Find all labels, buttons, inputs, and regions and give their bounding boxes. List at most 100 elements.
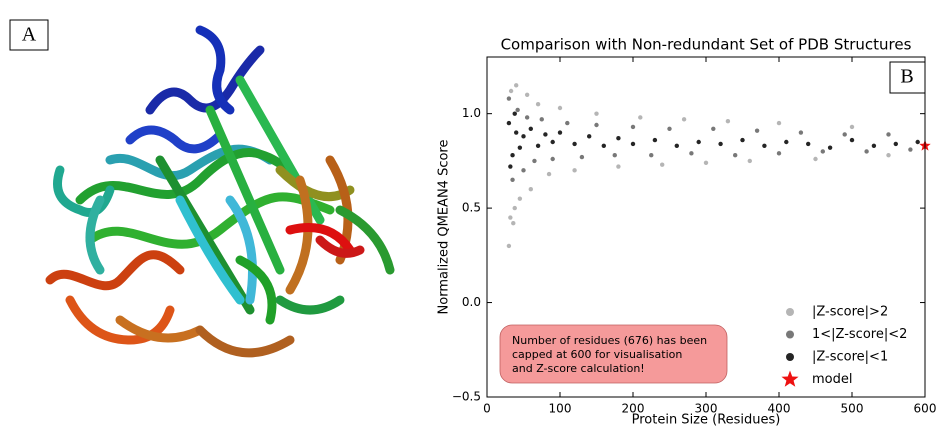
- point: [512, 111, 517, 116]
- point: [579, 154, 585, 160]
- point: [517, 145, 523, 150]
- point: [689, 151, 694, 156]
- chart-title: Comparison with Non-redundant Set of PDB…: [501, 36, 912, 54]
- point: [557, 130, 563, 135]
- point: [510, 153, 515, 158]
- point: [539, 117, 544, 122]
- point: [893, 141, 898, 147]
- point: [514, 83, 519, 88]
- point: [681, 117, 687, 122]
- legend-marker: [786, 330, 794, 339]
- point: [871, 143, 877, 148]
- point: [674, 143, 679, 148]
- point: [784, 139, 789, 145]
- point: [594, 111, 599, 116]
- point: [820, 149, 825, 154]
- legend-label: 1<|Z-score|<2: [812, 327, 907, 342]
- point: [667, 126, 672, 131]
- point: [886, 153, 891, 158]
- x-tick-label: 200: [622, 402, 645, 416]
- x-tick-label: 600: [914, 402, 937, 416]
- protein-structure: [45, 25, 395, 358]
- x-tick-label: 400: [768, 402, 791, 416]
- legend-marker: [781, 370, 799, 387]
- point: [908, 147, 913, 152]
- point: [616, 164, 621, 169]
- x-axis-label: Protein Size (Residues): [632, 413, 781, 426]
- point: [718, 141, 723, 147]
- point: [515, 107, 520, 113]
- point: [524, 115, 530, 120]
- point: [572, 141, 577, 147]
- panel-label-box: [889, 61, 926, 94]
- point: [506, 96, 512, 101]
- point: [528, 187, 533, 192]
- panel-label-box: [9, 19, 49, 51]
- panel-label: A: [22, 24, 37, 46]
- y-tick-label: 0.0: [462, 295, 481, 309]
- point: [725, 119, 731, 124]
- point: [886, 132, 891, 137]
- point: [532, 158, 537, 164]
- point: [660, 162, 665, 167]
- point: [508, 88, 514, 94]
- point: [806, 141, 811, 147]
- legend-label: model: [812, 372, 852, 387]
- point: [703, 160, 709, 165]
- legend-label: |Z-score|>2: [812, 305, 888, 320]
- point: [616, 136, 621, 141]
- plot-area: [506, 83, 931, 249]
- point: [587, 134, 592, 139]
- point: [740, 137, 745, 143]
- point: [915, 139, 920, 145]
- point: [506, 243, 512, 249]
- point: [510, 177, 515, 182]
- point: [514, 130, 519, 135]
- point: [652, 137, 658, 143]
- point: [638, 115, 643, 120]
- point: [528, 126, 533, 131]
- x-tick-label: 500: [841, 402, 864, 416]
- point: [630, 124, 636, 130]
- legend-marker: [786, 308, 794, 316]
- point: [849, 137, 855, 143]
- point: [612, 153, 617, 158]
- point: [517, 196, 523, 201]
- point: [508, 164, 513, 169]
- point: [776, 120, 782, 126]
- point: [747, 158, 752, 164]
- point: [630, 141, 636, 147]
- point: [546, 171, 552, 177]
- point: [827, 145, 833, 150]
- legend: |Z-score|>2 1<|Z-score|<2 |Z-score|<1 model: [781, 305, 907, 387]
- point: [565, 120, 570, 126]
- y-tick-label: 0.5: [462, 201, 481, 215]
- annotation-line: Number of residues (676) has been: [512, 334, 707, 347]
- point: [521, 168, 526, 173]
- y-axis-label: Normalized QMEAN4 Score: [437, 140, 452, 315]
- point: [511, 221, 516, 226]
- point: [521, 134, 526, 139]
- point: [512, 205, 517, 211]
- legend-label: |Z-score|<1: [812, 350, 888, 365]
- point: [813, 156, 818, 162]
- y-tick-label: −0.5: [452, 390, 481, 404]
- y-tick-label: 1.0: [462, 106, 481, 120]
- point: [550, 139, 555, 145]
- annotation-line: and Z-score calculation!: [512, 362, 645, 375]
- x-tick-label: 300: [695, 402, 718, 416]
- point: [557, 105, 563, 111]
- x-tick-label: 100: [549, 402, 572, 416]
- panel-label: B: [900, 66, 913, 88]
- legend-marker: [786, 353, 794, 361]
- point: [842, 132, 847, 137]
- point: [524, 92, 530, 97]
- point: [762, 143, 767, 148]
- point: [535, 102, 541, 107]
- point: [711, 126, 716, 131]
- annotation-line: capped at 600 for visualisation: [512, 348, 682, 361]
- point: [776, 151, 782, 156]
- point: [754, 128, 760, 133]
- point: [733, 153, 738, 158]
